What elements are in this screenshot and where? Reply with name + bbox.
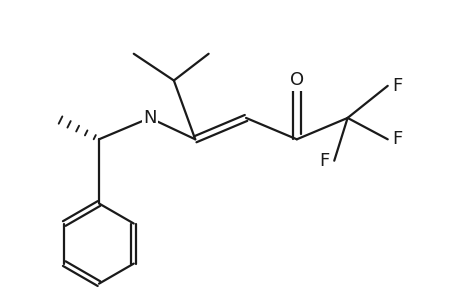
Text: F: F — [392, 77, 402, 95]
Text: F: F — [319, 152, 329, 170]
Text: N: N — [143, 109, 156, 127]
Text: O: O — [289, 71, 303, 89]
Text: F: F — [392, 130, 402, 148]
